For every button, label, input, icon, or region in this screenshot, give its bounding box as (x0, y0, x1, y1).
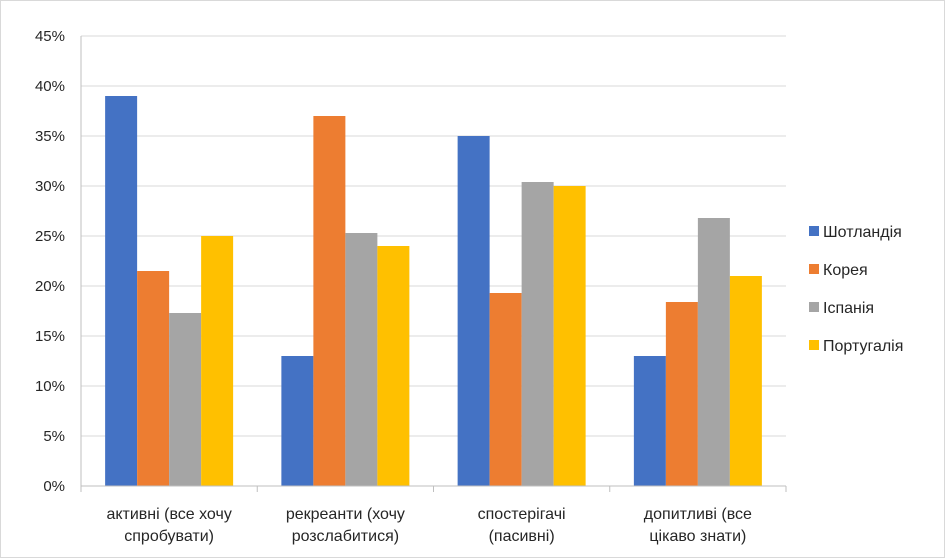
y-axis-tick-labels: 0% 5% 10% 15% 20% 25% 30% 35% 40% 45% (35, 28, 65, 495)
y-tick-label: 5% (43, 428, 65, 445)
bar (665, 302, 698, 486)
y-tick-label: 0% (43, 478, 65, 495)
bar (281, 356, 314, 486)
y-tick-label: 15% (35, 328, 65, 345)
x-category-label: спостерігачі (478, 506, 566, 523)
y-tick-label: 40% (35, 78, 65, 95)
bar (169, 313, 202, 486)
bar (345, 233, 378, 486)
bar (201, 236, 234, 486)
legend-swatch (809, 264, 819, 274)
legend-swatch (809, 226, 819, 236)
bar (489, 293, 522, 486)
bars (105, 96, 762, 486)
bar (521, 182, 554, 486)
y-tick-label: 45% (35, 28, 65, 45)
x-category-label: допитливі (все (644, 506, 752, 523)
legend-swatch (809, 340, 819, 350)
x-category-label: активні (все хочу (106, 506, 231, 523)
bar (697, 218, 730, 486)
bar (553, 186, 586, 486)
legend-label: Шотландія (823, 224, 902, 241)
y-tick-label: 30% (35, 178, 65, 195)
legend-label: Португалія (823, 338, 903, 355)
y-tick-label: 20% (35, 278, 65, 295)
x-category-label: рекреанти (хочу (286, 506, 405, 523)
x-category-label: (пасивні) (489, 528, 555, 545)
y-tick-label: 25% (35, 228, 65, 245)
x-category-label: розслабитися) (292, 528, 399, 545)
bar (377, 246, 410, 486)
legend-label: Корея (823, 262, 868, 279)
y-tick-label: 35% (35, 128, 65, 145)
bar (105, 96, 138, 486)
x-axis-category-labels: активні (все хочу спробувати) рекреанти (х… (106, 506, 752, 545)
bar (313, 116, 346, 486)
legend-swatch (809, 302, 819, 312)
axes (80, 36, 787, 492)
bar (457, 136, 490, 486)
bar (729, 276, 762, 486)
bar (137, 271, 170, 486)
bar (633, 356, 666, 486)
legend-label: Іспанія (823, 300, 874, 317)
x-category-label: спробувати) (124, 528, 214, 545)
y-tick-label: 10% (35, 378, 65, 395)
legend: Шотландія Корея Іспанія Португалія (809, 224, 903, 355)
x-category-label: цікаво знати) (649, 528, 746, 545)
